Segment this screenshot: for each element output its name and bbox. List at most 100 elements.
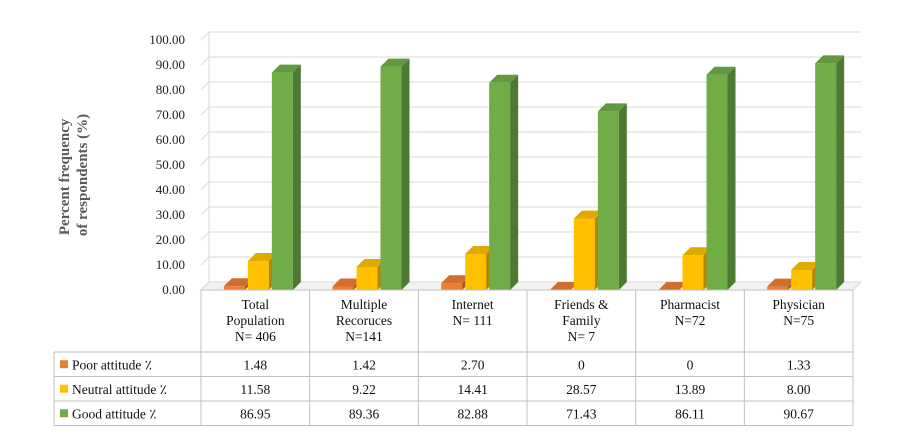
x-tick-label-line: N=72: [675, 313, 706, 328]
bar-front: [815, 63, 837, 291]
gridline-depth: [200, 106, 210, 116]
data-label: 86.11: [675, 406, 705, 421]
data-label: 2.70: [461, 357, 485, 372]
bar-front: [489, 82, 511, 290]
x-tick-label-line: N= 406: [235, 329, 276, 344]
bar-top: [658, 282, 688, 290]
y-tick-label: 90.00: [156, 57, 185, 72]
bar-front: [682, 255, 704, 290]
bar-top: [682, 247, 712, 256]
gridline-depth: [200, 231, 210, 241]
y-tick-label: 20.00: [156, 232, 185, 247]
bar-top: [706, 66, 736, 75]
bar-front: [706, 74, 728, 290]
bar-top: [223, 278, 253, 287]
gridline-depth: [200, 131, 210, 141]
bar-top: [573, 210, 603, 219]
bar-front: [356, 266, 378, 290]
data-label: 0: [578, 357, 585, 372]
bar-front: [465, 253, 487, 290]
bar-good-attitude: [489, 74, 519, 290]
bar-top: [465, 245, 495, 254]
y-axis: 0.00 10.00 20.00 30.00 40.00 50.00 60.00 70.00 8…: [149, 32, 185, 297]
legend-swatch: [60, 409, 68, 418]
bar-front: [247, 261, 269, 290]
data-label: 8.00: [787, 382, 811, 397]
data-label: 89.36: [349, 406, 380, 421]
bar-top: [815, 55, 845, 64]
legend-label: Poor attitude ٪: [72, 357, 152, 372]
x-tick-label-line: Multiple: [341, 297, 388, 312]
y-tick-label: 0.00: [162, 282, 185, 297]
data-label: 82.88: [457, 406, 488, 421]
legend-label: Good attitude ٪: [72, 406, 157, 421]
bar-front: [767, 286, 789, 290]
x-tick-label: Internet N= 111: [452, 297, 494, 328]
x-tick-label: Physician N=75: [772, 297, 825, 328]
bar-good-attitude: [597, 103, 627, 290]
bar-side: [727, 66, 736, 290]
data-label: 1.33: [787, 357, 811, 372]
bar-top: [791, 262, 821, 270]
data-label: 86.95: [240, 406, 271, 421]
bar-side: [292, 64, 301, 290]
x-tick-label-line: N=141: [345, 329, 383, 344]
bar-good-attitude: [815, 55, 845, 291]
x-tick-label-line: Population: [226, 313, 285, 328]
bar-good-attitude: [271, 64, 301, 290]
data-label: 90.67: [783, 406, 814, 421]
y-tick-label: 60.00: [156, 132, 185, 147]
x-tick-label-line: N= 111: [453, 313, 493, 328]
data-label: 71.43: [566, 406, 597, 421]
y-tick-label: 10.00: [156, 257, 185, 272]
x-tick-label: Total Population N= 406: [226, 297, 285, 344]
data-label: 28.57: [566, 382, 597, 397]
y-axis-label-line-1: Percent frequency: [57, 118, 73, 235]
bar-top: [380, 58, 410, 67]
x-tick-label-line: N=75: [783, 313, 814, 328]
bar-top: [271, 64, 301, 73]
y-tick-label: 30.00: [156, 207, 185, 222]
x-tick-label-line: Family: [562, 313, 601, 328]
x-tick-label-line: N= 7: [568, 329, 596, 344]
bar-poor-attitude: [658, 282, 688, 290]
bar-front: [441, 283, 463, 290]
bar-top: [441, 275, 471, 284]
data-label: 9.22: [352, 382, 376, 397]
bar-side: [510, 74, 519, 290]
bar-top: [489, 74, 519, 83]
y-tick-label: 100.00: [149, 32, 185, 47]
bar-front: [332, 286, 354, 290]
x-tick-label: Friends & Family N= 7: [554, 297, 609, 344]
x-tick-label-line: Recoruces: [336, 313, 392, 328]
x-tick-label-line: Total: [242, 297, 270, 312]
data-label: 1.48: [244, 357, 268, 372]
y-tick-label: 40.00: [156, 182, 185, 197]
bar-side: [401, 58, 410, 290]
legend-label: Neutral attitude ٪: [72, 382, 167, 397]
y-tick-label: 70.00: [156, 107, 185, 122]
x-tick-label: Pharmacist N=72: [660, 297, 720, 328]
gridline-depth: [200, 206, 210, 216]
bar-side: [836, 55, 845, 291]
y-axis-label-line-2: of respondents (%): [75, 114, 91, 236]
bar-front: [380, 66, 402, 290]
bar-top: [767, 278, 797, 287]
x-tick-label-line: Friends &: [554, 297, 609, 312]
bar-top: [597, 103, 627, 112]
y-tick-label: 80.00: [156, 82, 185, 97]
data-label: 11.58: [240, 382, 270, 397]
data-label: 14.41: [457, 382, 487, 397]
bar-poor-attitude: [549, 282, 579, 290]
bar-top: [332, 278, 362, 287]
gridline-depth: [200, 56, 210, 66]
bar-front: [791, 270, 813, 290]
x-tick-label: Multiple Recoruces N=141: [336, 297, 392, 344]
gridline-depth: [200, 181, 210, 191]
gridline-depth: [200, 31, 210, 41]
x-tick-label-line: Internet: [452, 297, 494, 312]
bar-front: [223, 286, 245, 290]
data-label: 0: [687, 357, 694, 372]
